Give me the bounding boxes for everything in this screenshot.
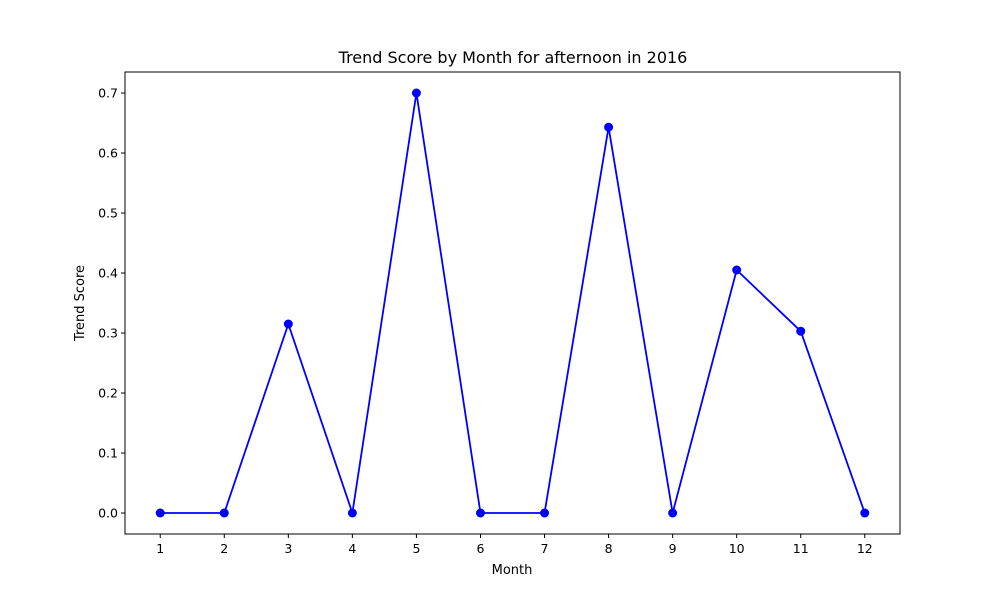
plot-area-frame <box>124 71 901 535</box>
y-tick-label: 0.3 <box>98 326 118 341</box>
series-line <box>160 92 866 514</box>
x-tick-label: 2 <box>220 541 228 556</box>
x-tick-label: 8 <box>605 541 613 556</box>
data-point <box>475 508 485 518</box>
x-tick-label: 10 <box>729 541 745 556</box>
x-axis-ticks: 1 2 3 4 5 6 7 8 9 10 11 12 <box>156 534 873 556</box>
chart-title: Trend Score by Month for afternoon in 20… <box>338 48 688 67</box>
data-point <box>732 265 742 275</box>
y-tick-label: 0.2 <box>98 386 118 401</box>
x-tick-label: 4 <box>348 541 356 556</box>
data-point <box>283 319 293 329</box>
y-tick-label: 0.4 <box>98 266 118 281</box>
x-tick-label: 3 <box>284 541 292 556</box>
x-tick-label: 1 <box>156 541 164 556</box>
data-point <box>668 508 678 518</box>
data-point <box>155 508 165 518</box>
x-axis-label: Month <box>492 563 533 578</box>
y-tick-label: 0.0 <box>98 506 118 521</box>
y-axis-label: Trend Score <box>73 265 88 342</box>
data-point <box>219 508 229 518</box>
y-tick-label: 0.6 <box>98 146 118 161</box>
data-point <box>540 508 550 518</box>
y-tick-label: 0.5 <box>98 206 118 221</box>
x-tick-label: 7 <box>541 541 549 556</box>
data-point <box>411 88 421 98</box>
y-tick-label: 0.1 <box>98 446 118 461</box>
y-axis-ticks: 0.0 0.1 0.2 0.3 0.4 0.5 0.6 0.7 <box>98 86 125 521</box>
series-layer <box>155 88 870 518</box>
data-point <box>796 326 806 336</box>
data-point <box>604 122 614 132</box>
x-tick-label: 12 <box>857 541 873 556</box>
x-tick-label: 5 <box>412 541 420 556</box>
x-tick-label: 11 <box>793 541 809 556</box>
y-tick-label: 0.7 <box>98 86 118 101</box>
data-point <box>347 508 357 518</box>
x-tick-label: 6 <box>476 541 484 556</box>
data-point <box>860 508 870 518</box>
x-tick-label: 9 <box>669 541 677 556</box>
